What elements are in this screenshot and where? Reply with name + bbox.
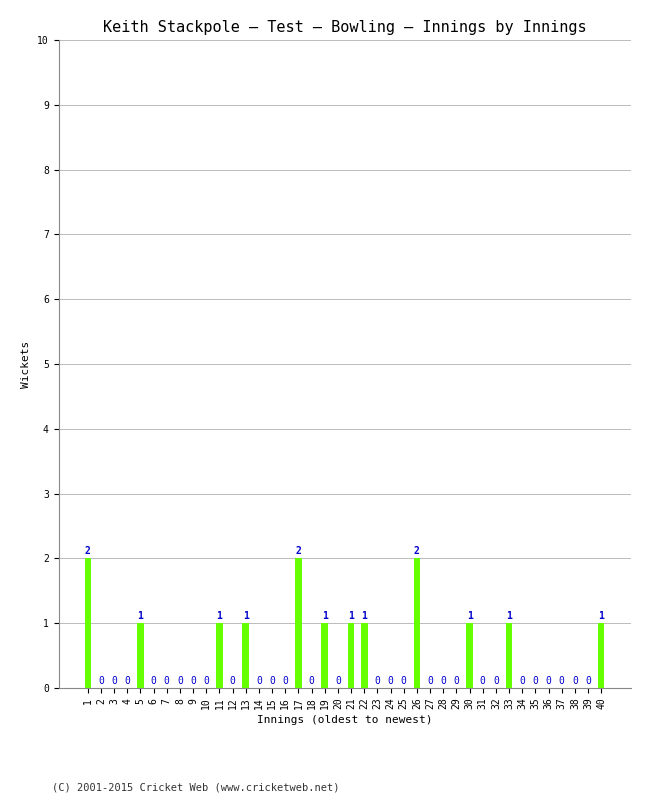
Text: 1: 1 (216, 610, 222, 621)
Bar (216, 623, 223, 688)
Text: 0: 0 (532, 676, 538, 686)
Text: 0: 0 (98, 676, 104, 686)
Text: 1: 1 (138, 610, 144, 621)
Bar (322, 623, 328, 688)
Text: 0: 0 (111, 676, 117, 686)
Text: 0: 0 (401, 676, 407, 686)
Bar (84, 558, 91, 688)
Bar (598, 623, 604, 688)
Text: 0: 0 (559, 676, 565, 686)
Text: 0: 0 (164, 676, 170, 686)
Bar (466, 623, 473, 688)
Y-axis label: Wickets: Wickets (21, 340, 31, 388)
Text: 0: 0 (519, 676, 525, 686)
X-axis label: Innings (oldest to newest): Innings (oldest to newest) (257, 715, 432, 725)
Text: 0: 0 (335, 676, 341, 686)
Text: 0: 0 (493, 676, 499, 686)
Text: 1: 1 (467, 610, 473, 621)
Bar (361, 623, 367, 688)
Text: (C) 2001-2015 Cricket Web (www.cricketweb.net): (C) 2001-2015 Cricket Web (www.cricketwe… (52, 782, 339, 792)
Text: 1: 1 (243, 610, 249, 621)
Text: 0: 0 (229, 676, 235, 686)
Title: Keith Stackpole – Test – Bowling – Innings by Innings: Keith Stackpole – Test – Bowling – Innin… (103, 20, 586, 34)
Text: 0: 0 (427, 676, 433, 686)
Text: 1: 1 (322, 610, 328, 621)
Bar (242, 623, 249, 688)
Text: 2: 2 (414, 546, 420, 556)
Text: 0: 0 (480, 676, 486, 686)
Text: 0: 0 (440, 676, 446, 686)
Text: 0: 0 (374, 676, 380, 686)
Bar (137, 623, 144, 688)
Bar (506, 623, 512, 688)
Text: 0: 0 (572, 676, 578, 686)
Bar (348, 623, 354, 688)
Text: 0: 0 (454, 676, 460, 686)
Text: 0: 0 (309, 676, 315, 686)
Text: 0: 0 (177, 676, 183, 686)
Text: 0: 0 (282, 676, 288, 686)
Text: 0: 0 (124, 676, 130, 686)
Text: 1: 1 (361, 610, 367, 621)
Text: 2: 2 (296, 546, 302, 556)
Text: 0: 0 (545, 676, 551, 686)
Text: 1: 1 (506, 610, 512, 621)
Text: 1: 1 (348, 610, 354, 621)
Text: 0: 0 (387, 676, 393, 686)
Text: 0: 0 (203, 676, 209, 686)
Bar (413, 558, 420, 688)
Bar (295, 558, 302, 688)
Text: 0: 0 (269, 676, 275, 686)
Text: 1: 1 (598, 610, 604, 621)
Text: 0: 0 (190, 676, 196, 686)
Text: 2: 2 (85, 546, 91, 556)
Text: 0: 0 (151, 676, 157, 686)
Text: 0: 0 (585, 676, 591, 686)
Text: 0: 0 (256, 676, 262, 686)
